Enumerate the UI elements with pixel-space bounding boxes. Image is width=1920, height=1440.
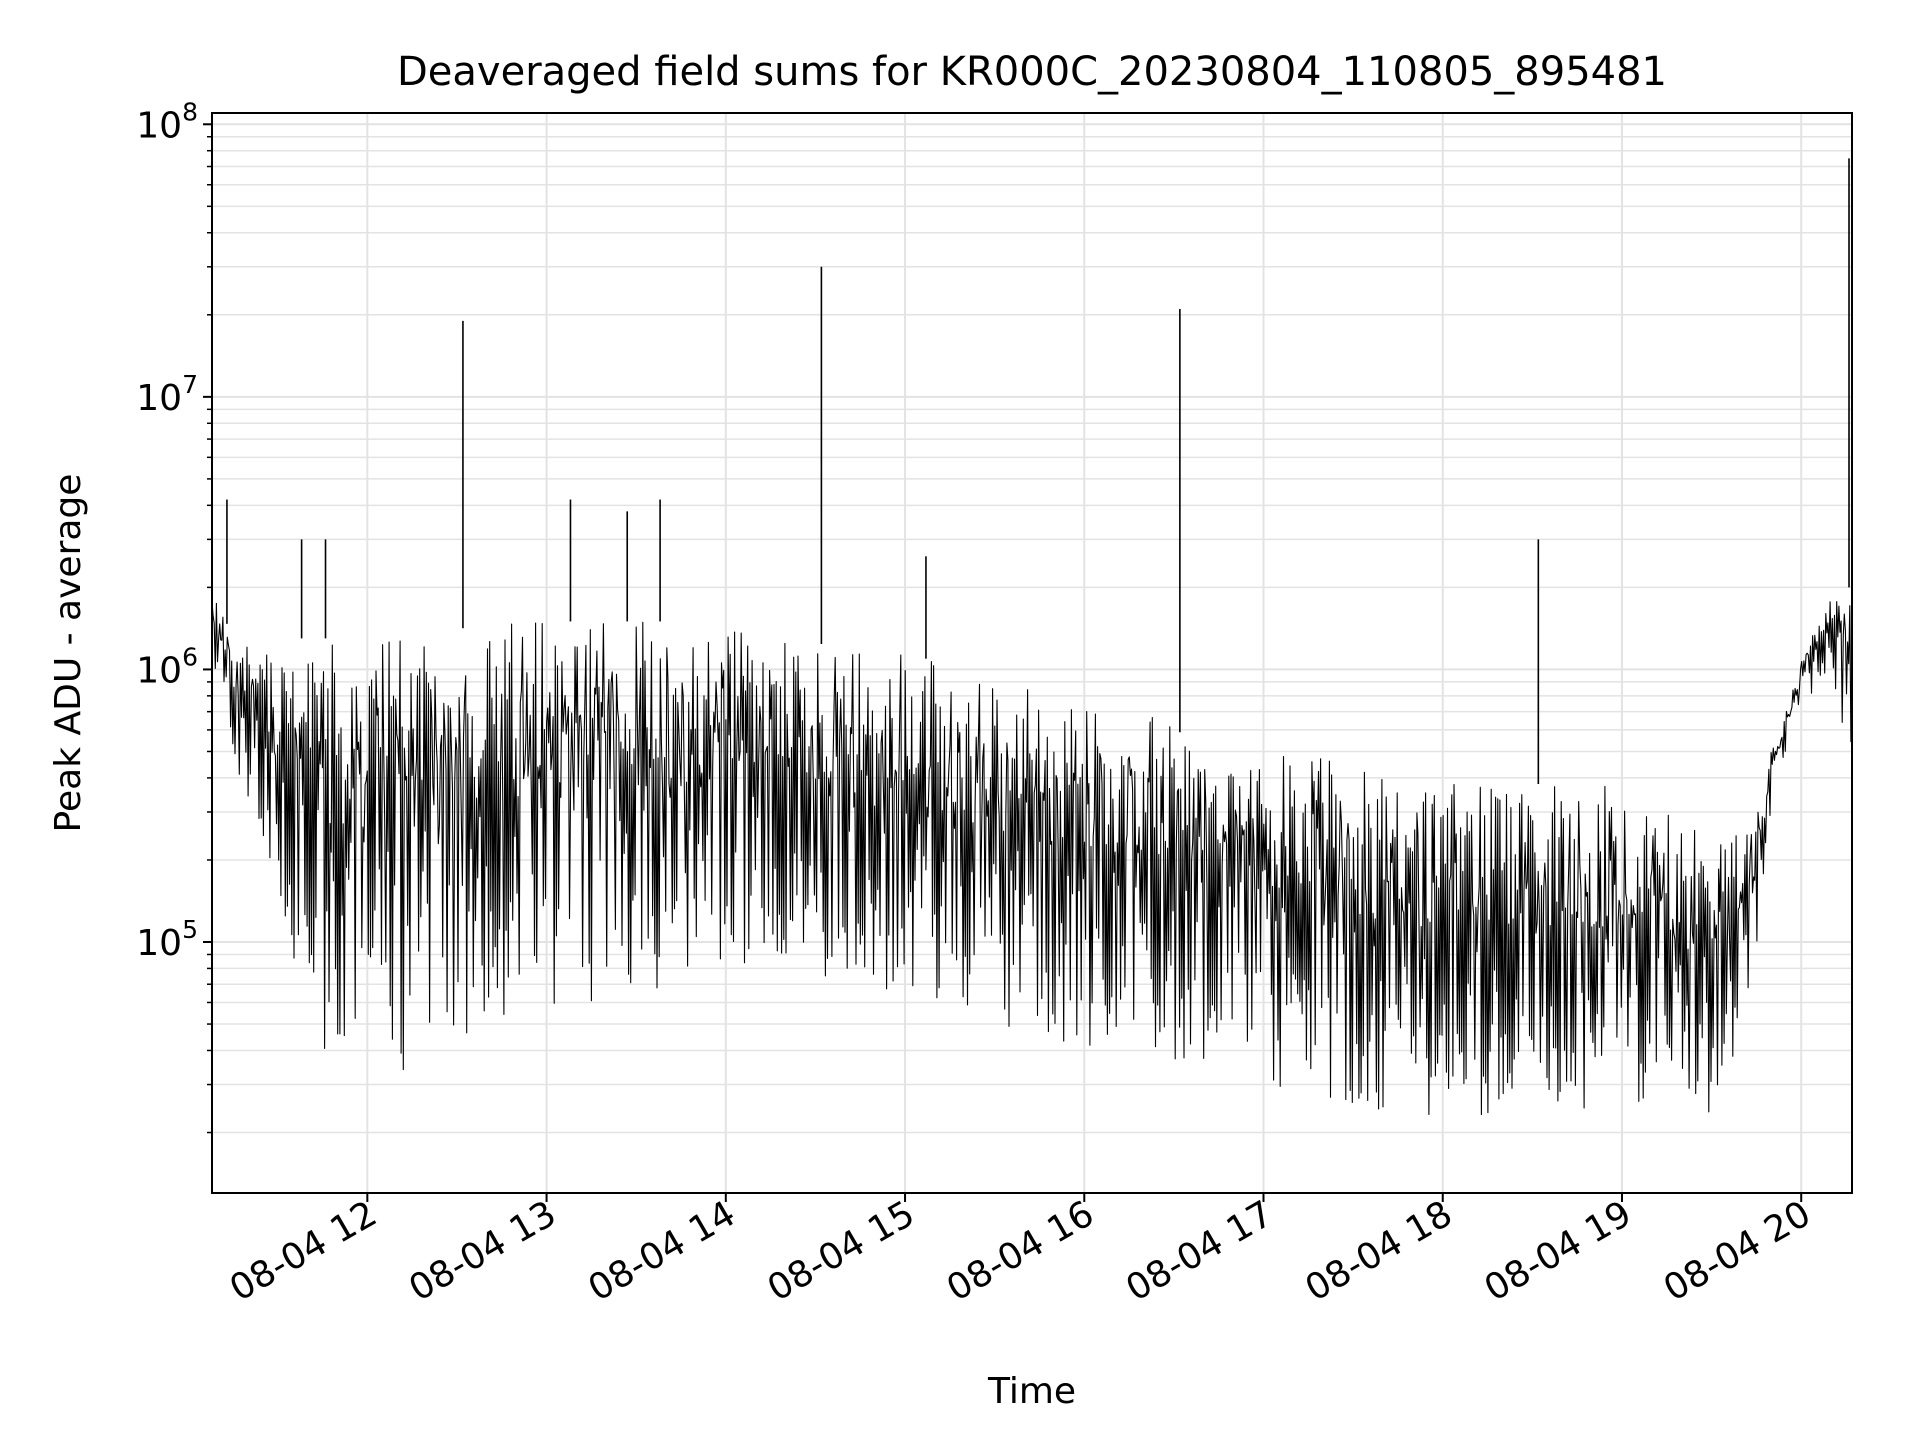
y-axis: 105 106 107 108 bbox=[136, 97, 212, 1134]
y-tick-label: 108 bbox=[136, 97, 198, 146]
series-line bbox=[211, 601, 1853, 1116]
x-axis-label: Time bbox=[987, 1371, 1076, 1412]
y-tick-label: 107 bbox=[136, 370, 198, 419]
y-tick-label: 106 bbox=[136, 642, 198, 691]
plot-frame bbox=[211, 112, 1853, 1194]
series-line-group bbox=[211, 158, 1853, 1116]
y-axis-label: Peak ADU - average bbox=[48, 474, 89, 833]
chart-title: Deaveraged field sums for KR000C_2023080… bbox=[397, 49, 1667, 95]
y-tick-label: 105 bbox=[136, 915, 198, 964]
